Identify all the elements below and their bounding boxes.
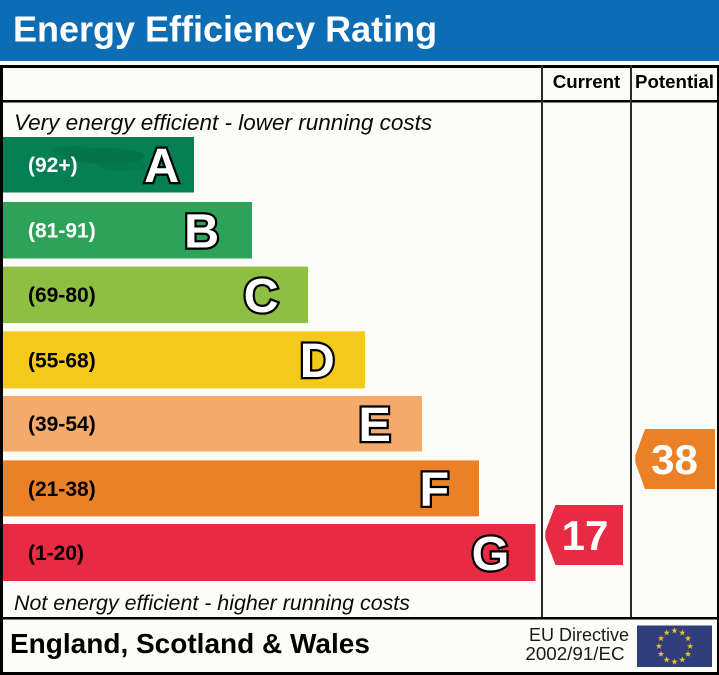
svg-text:Not energy efficient - higher: Not energy efficient - higher running co… [14, 591, 410, 615]
svg-text:(81-91): (81-91) [28, 220, 96, 243]
svg-text:B: B [184, 205, 219, 259]
svg-text:EU Directive: EU Directive [529, 625, 629, 645]
svg-text:A: A [144, 139, 179, 193]
svg-text:C: C [244, 269, 279, 323]
svg-text:(92+): (92+) [28, 154, 78, 177]
svg-text:(55-68): (55-68) [28, 349, 96, 372]
svg-text:Current: Current [553, 71, 621, 92]
svg-text:Potential: Potential [635, 71, 714, 92]
svg-text:(39-54): (39-54) [28, 413, 96, 436]
svg-text:(21-38): (21-38) [28, 478, 96, 501]
svg-text:(69-80): (69-80) [28, 284, 96, 307]
svg-text:Energy Efficiency Rating: Energy Efficiency Rating [13, 9, 437, 50]
svg-text:17: 17 [562, 512, 609, 559]
svg-text:38: 38 [651, 436, 698, 483]
svg-text:England, Scotland & Wales: England, Scotland & Wales [10, 628, 370, 659]
svg-text:(1-20): (1-20) [28, 542, 84, 565]
svg-text:Very energy efficient - lower: Very energy efficient - lower running co… [14, 110, 432, 135]
svg-text:E: E [359, 398, 391, 452]
svg-text:2002/91/EC: 2002/91/EC [525, 643, 624, 664]
svg-text:G: G [472, 527, 510, 581]
svg-text:D: D [300, 334, 335, 388]
svg-text:F: F [420, 463, 450, 517]
